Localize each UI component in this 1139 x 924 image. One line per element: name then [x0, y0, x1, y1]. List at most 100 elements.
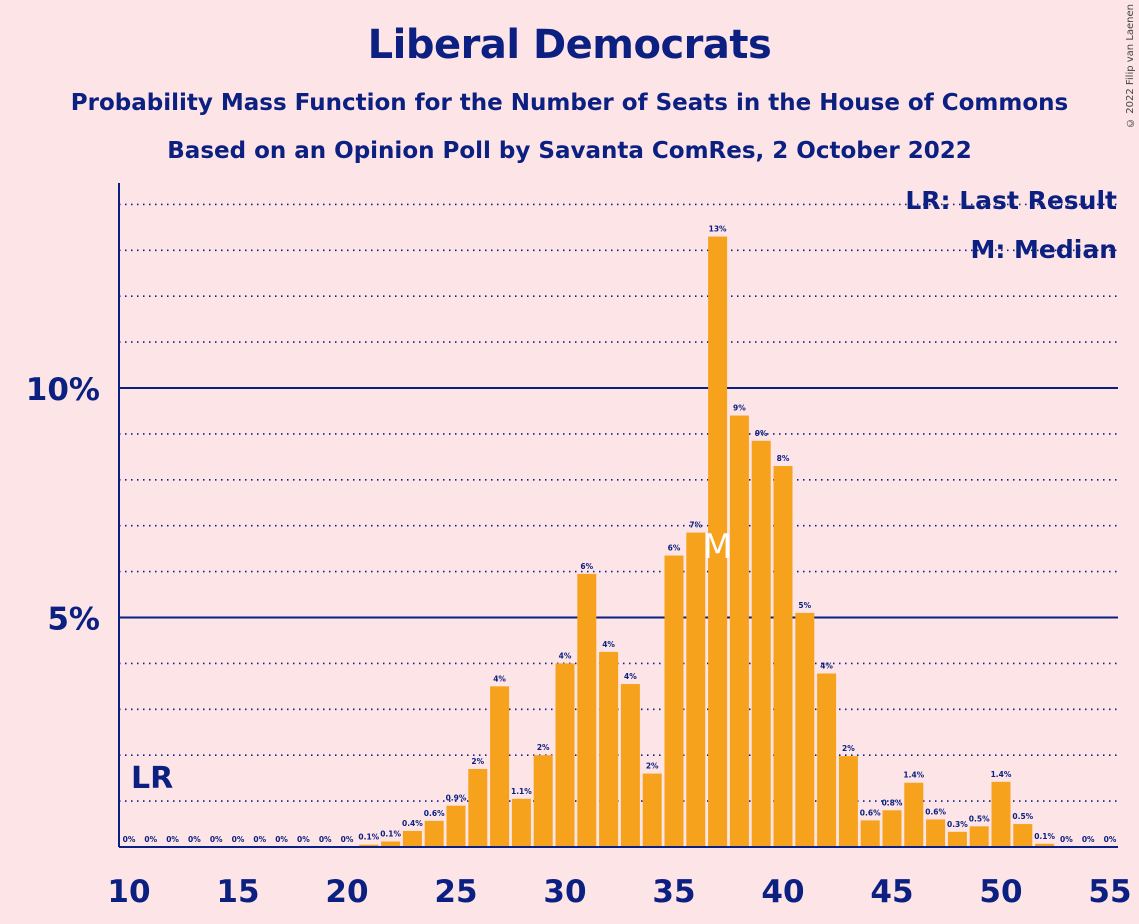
data-label-seat-48: 0.3% — [947, 820, 968, 829]
x-tick-label: 55 — [1088, 874, 1131, 910]
data-label-seat-55: 0% — [1104, 835, 1117, 844]
x-tick-label: 25 — [434, 874, 477, 910]
bar-seat-27 — [490, 686, 510, 847]
bar-seat-42 — [817, 673, 837, 847]
bar-seat-41 — [795, 612, 815, 847]
data-label-seat-18: 0% — [297, 835, 310, 844]
data-label-seat-25: 0.9% — [446, 794, 467, 803]
bar-seat-26 — [468, 768, 488, 847]
bar-seat-25 — [446, 805, 466, 847]
y-tick-label: 5% — [47, 602, 100, 638]
data-label-seat-12: 0% — [166, 835, 179, 844]
x-tick-label: 50 — [979, 874, 1022, 910]
data-label-seat-36: 7% — [689, 521, 702, 530]
data-label-seat-26: 2% — [471, 757, 484, 766]
data-label-seat-19: 0% — [319, 835, 332, 844]
median-marker: M — [703, 527, 732, 567]
gridlines — [119, 203, 1118, 802]
bar-seat-35 — [664, 555, 684, 847]
bar-seat-39 — [751, 440, 771, 847]
data-label-seat-31: 6% — [580, 562, 593, 571]
bar-seat-45 — [882, 810, 902, 847]
bar-seat-36 — [686, 532, 706, 847]
bar-seat-24 — [424, 820, 444, 847]
data-label-seat-49: 0.5% — [969, 814, 990, 823]
data-label-seat-44: 0.6% — [860, 808, 881, 817]
bar-seat-21 — [359, 844, 379, 847]
data-label-seat-37: 13% — [709, 225, 727, 234]
data-label-seat-27: 4% — [493, 674, 506, 683]
bar-series — [359, 236, 1055, 847]
bar-seat-51 — [1013, 824, 1033, 847]
bar-seat-52 — [1035, 843, 1055, 847]
x-tick-label: 45 — [870, 874, 913, 910]
data-label-seat-20: 0% — [341, 835, 354, 844]
x-tick-label: 40 — [761, 874, 804, 910]
x-tick-label: 15 — [216, 874, 259, 910]
data-label-seat-51: 0.5% — [1012, 812, 1033, 821]
data-label-seat-34: 2% — [646, 762, 659, 771]
bar-seat-23 — [402, 830, 422, 847]
data-label-seat-46: 1.4% — [903, 771, 924, 780]
data-label-seat-40: 8% — [777, 454, 790, 463]
data-label-seat-39: 9% — [755, 429, 768, 438]
legend-last-result: LR: Last Result — [905, 186, 1117, 215]
x-tick-label: 10 — [107, 874, 150, 910]
chart-subtitle: Probability Mass Function for the Number… — [70, 90, 1069, 116]
bar-seat-40 — [773, 466, 793, 847]
data-label-seat-28: 1.1% — [511, 787, 532, 796]
bar-seat-49 — [969, 826, 989, 847]
data-label-seat-43: 2% — [842, 744, 855, 753]
chart-title: Liberal Democrats — [367, 22, 772, 68]
data-label-seat-17: 0% — [275, 835, 288, 844]
data-label-seat-13: 0% — [188, 835, 201, 844]
bar-seat-37 — [708, 236, 728, 847]
data-label-seat-32: 4% — [602, 640, 615, 649]
data-label-seat-45: 0.8% — [882, 798, 903, 807]
bar-seat-31 — [577, 573, 597, 847]
bar-seat-43 — [838, 756, 858, 847]
data-label-seat-35: 6% — [668, 544, 681, 553]
bar-seat-38 — [729, 415, 749, 847]
data-label-seat-15: 0% — [232, 835, 245, 844]
data-label-seat-29: 2% — [537, 743, 550, 752]
x-tick-label: 20 — [325, 874, 368, 910]
legend-median: M: Median — [970, 235, 1117, 264]
last-result-marker: LR — [131, 761, 173, 796]
data-label-seat-11: 0% — [144, 835, 157, 844]
data-label-seat-22: 0.1% — [380, 829, 401, 838]
bar-seat-28 — [511, 798, 531, 847]
bar-seat-44 — [860, 820, 880, 847]
bar-seat-48 — [947, 831, 967, 847]
bar-seat-46 — [904, 782, 924, 847]
data-label-seat-54: 0% — [1082, 835, 1095, 844]
bar-seat-34 — [642, 773, 662, 847]
bar-seat-29 — [533, 755, 553, 847]
data-label-seat-38: 9% — [733, 404, 746, 413]
data-label-seat-10: 0% — [123, 835, 136, 844]
data-label-seat-42: 4% — [820, 661, 833, 670]
data-label-seat-30: 4% — [559, 651, 572, 660]
data-label-seat-24: 0.6% — [424, 809, 445, 818]
x-tick-label: 35 — [652, 874, 695, 910]
legend: LR: Last Result M: Median — [905, 186, 1117, 264]
data-label-seat-53: 0% — [1060, 835, 1073, 844]
axes: 5% 10% 10 15 20 25 30 35 40 45 50 55 — [26, 183, 1132, 910]
data-label-seat-14: 0% — [210, 835, 223, 844]
bar-data-labels: 0% 0% 0% 0% 0% 0% 0% 0% 0% 0% 0% 0.1% 0.1%0.4%0.6%0.… — [123, 225, 1117, 844]
data-label-seat-23: 0.4% — [402, 819, 423, 828]
chart-subtitle-source: Based on an Opinion Poll by Savanta ComR… — [167, 138, 972, 164]
x-tick-label: 30 — [543, 874, 586, 910]
bar-seat-32 — [599, 651, 619, 847]
bar-seat-30 — [555, 663, 575, 847]
data-label-seat-47: 0.6% — [925, 807, 946, 816]
bar-seat-47 — [926, 819, 946, 847]
bar-seat-22 — [381, 841, 401, 847]
data-label-seat-52: 0.1% — [1034, 832, 1055, 841]
data-label-seat-33: 4% — [624, 672, 637, 681]
data-label-seat-16: 0% — [253, 835, 266, 844]
data-label-seat-41: 5% — [798, 601, 811, 610]
bar-seat-33 — [620, 684, 640, 847]
bar-seat-50 — [991, 781, 1011, 847]
